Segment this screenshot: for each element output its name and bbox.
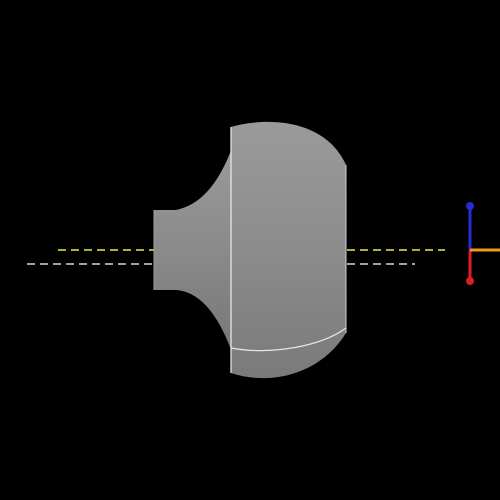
z-axis-handle[interactable] [466, 202, 474, 210]
axis-triad-icon[interactable] [466, 202, 500, 285]
knob-neck[interactable] [154, 148, 232, 352]
knob-body[interactable] [231, 121, 346, 379]
y-axis-handle[interactable] [466, 277, 474, 285]
body-bottom-edge [230, 327, 347, 352]
